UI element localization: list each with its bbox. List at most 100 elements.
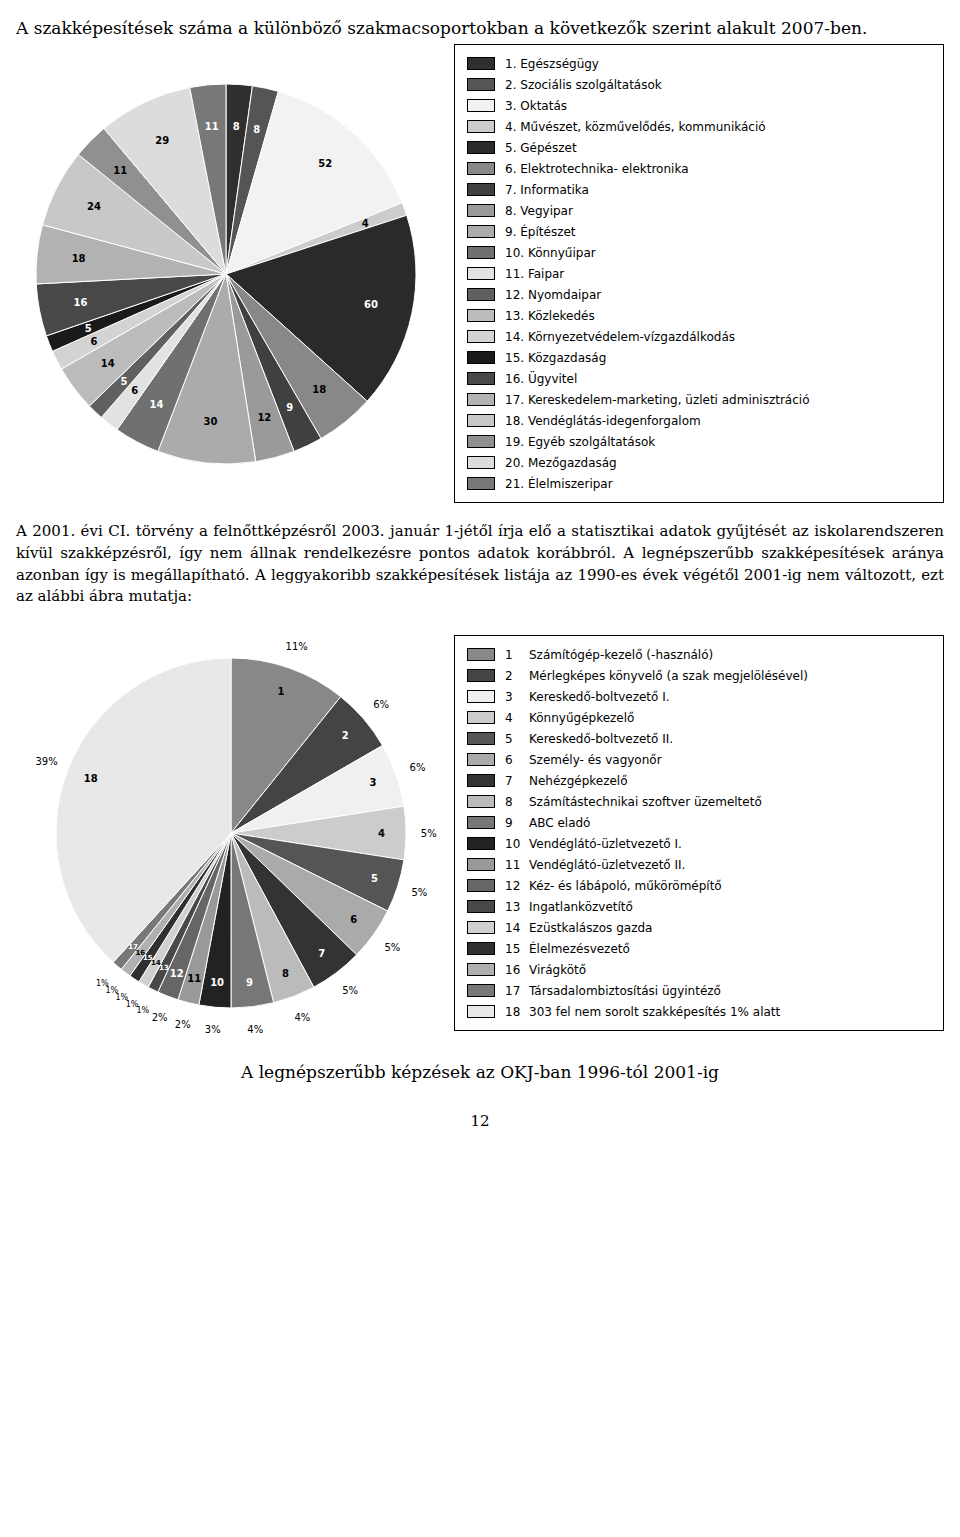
html-text:1. Egészségügy: 1. Egészségügy: [505, 56, 599, 71]
html-text:A szakképesítések száma a külö: A szakképesítések száma a különböző szak…: [16, 18, 868, 38]
svg-text:5%: 5%: [384, 942, 400, 953]
html-text:Ezüstkalászos gazda: Ezüstkalászos gazda: [529, 920, 653, 935]
svg-text:11: 11: [113, 164, 127, 175]
html-text:11: 11: [505, 857, 521, 872]
svg-text:29: 29: [155, 134, 169, 145]
svg-text:6: 6: [131, 385, 138, 396]
svg-text:4: 4: [362, 217, 369, 228]
html-text:Nehézgépkezelő: Nehézgépkezelő: [529, 773, 628, 788]
html-text:Élelmezésvezető: Élelmezésvezető: [529, 941, 630, 956]
svg-text:2: 2: [342, 730, 349, 741]
html-text:14: 14: [505, 920, 521, 935]
html-text:Vendéglátó-üzletvezető I.: Vendéglátó-üzletvezető I.: [529, 836, 682, 851]
html-text:15. Közgazdaság: 15. Közgazdaság: [505, 350, 607, 365]
svg-text:24: 24: [87, 201, 101, 212]
svg-text:6%: 6%: [373, 699, 389, 710]
html-text:Kereskedő-boltvezető I.: Kereskedő-boltvezető I.: [529, 689, 670, 704]
html-text:Vendéglátó-üzletvezető II.: Vendéglátó-üzletvezető II.: [529, 857, 686, 872]
html-text:A 2001. évi CI. törvény a feln: A 2001. évi CI. törvény a felnőttképzésr…: [16, 522, 944, 606]
svg-text:4%: 4%: [247, 1024, 263, 1035]
svg-text:5%: 5%: [421, 828, 437, 839]
html-text:10. Könnyűipar: 10. Könnyűipar: [505, 245, 596, 260]
html-text:12: 12: [505, 878, 521, 893]
html-text:Ingatlanközvetítő: Ingatlanközvetítő: [529, 899, 633, 914]
html-text:16. Ügyvitel: 16. Ügyvitel: [505, 371, 578, 386]
html-text:21. Élelmiszeripar: 21. Élelmiszeripar: [505, 476, 613, 491]
html-text:Számítógép-kezelő (-használó): Számítógép-kezelő (-használó): [529, 647, 714, 662]
html-text:Társadalombiztosítási ügyintéz: Társadalombiztosítási ügyintéző: [529, 983, 721, 998]
html-text:19. Egyéb szolgáltatások: 19. Egyéb szolgáltatások: [505, 434, 656, 449]
svg-text:6%: 6%: [410, 762, 426, 773]
svg-text:4%: 4%: [294, 1012, 310, 1023]
svg-text:14: 14: [149, 399, 163, 410]
html-text:Virágkötő: Virágkötő: [529, 962, 587, 977]
html-text:12: 12: [470, 1112, 490, 1130]
svg-text:5: 5: [121, 376, 128, 387]
svg-text:11: 11: [187, 973, 201, 984]
html-text:11. Faipar: 11. Faipar: [505, 266, 565, 281]
html-text:20. Mezőgazdaság: 20. Mezőgazdaság: [505, 455, 617, 470]
svg-text:6: 6: [350, 914, 357, 925]
svg-text:18: 18: [84, 773, 98, 784]
svg-text:10: 10: [210, 977, 224, 988]
svg-text:1%: 1%: [96, 979, 109, 988]
html-text:13: 13: [505, 899, 521, 914]
html-text:18. Vendéglátás-idegenforgalom: 18. Vendéglátás-idegenforgalom: [505, 413, 701, 428]
html-text:Kéz- és lábápoló, műkörömépítő: Kéz- és lábápoló, műkörömépítő: [529, 878, 722, 893]
svg-text:11%: 11%: [286, 641, 308, 652]
svg-text:6: 6: [90, 335, 97, 346]
html-text:4. Művészet, közművelődés, kom: 4. Művészet, közművelődés, kommunikáció: [505, 119, 766, 134]
html-text:6. Elektrotechnika- elektronik: 6. Elektrotechnika- elektronika: [505, 161, 689, 176]
html-text:Számítástechnikai szoftver üze: Számítástechnikai szoftver üzemeltető: [529, 794, 762, 809]
svg-text:3: 3: [369, 777, 376, 788]
svg-text:9: 9: [286, 402, 293, 413]
svg-text:5: 5: [85, 322, 92, 333]
html-text:2. Szociális szolgáltatások: 2. Szociális szolgáltatások: [505, 77, 662, 92]
html-text:18: 18: [505, 1004, 521, 1019]
svg-text:2%: 2%: [152, 1012, 168, 1023]
svg-text:11: 11: [205, 120, 219, 131]
svg-text:8: 8: [253, 123, 260, 134]
svg-text:17: 17: [128, 943, 138, 951]
svg-text:4: 4: [378, 828, 385, 839]
svg-text:3%: 3%: [205, 1024, 221, 1035]
html-text:9. Építészet: 9. Építészet: [505, 224, 576, 239]
html-text:16: 16: [505, 962, 521, 977]
html-text:7. Informatika: 7. Informatika: [505, 182, 589, 197]
html-text:Személy- és vagyonőr: Személy- és vagyonőr: [529, 752, 662, 767]
svg-text:5%: 5%: [412, 887, 428, 898]
svg-text:5: 5: [371, 873, 378, 884]
svg-text:9: 9: [246, 977, 253, 988]
html-text:12. Nyomdaipar: 12. Nyomdaipar: [505, 287, 602, 302]
svg-text:18: 18: [312, 383, 326, 394]
html-text:17: 17: [505, 983, 521, 998]
html-text:Mérlegképes könyvelő (a szak m: Mérlegképes könyvelő (a szak megjelölésé…: [529, 668, 808, 683]
html-text:14. Környezetvédelem-vízgazdál: 14. Környezetvédelem-vízgazdálkodás: [505, 329, 735, 344]
svg-text:5%: 5%: [342, 985, 358, 996]
svg-text:52: 52: [318, 158, 332, 169]
svg-text:8: 8: [282, 968, 289, 979]
svg-text:2%: 2%: [175, 1019, 191, 1030]
svg-text:30: 30: [204, 415, 218, 426]
svg-text:12: 12: [257, 411, 271, 422]
html-text:13. Közlekedés: 13. Közlekedés: [505, 308, 595, 323]
svg-text:39%: 39%: [35, 756, 57, 767]
html-text:5. Gépészet: 5. Gépészet: [505, 140, 577, 155]
svg-text:7: 7: [318, 948, 325, 959]
svg-text:18: 18: [72, 253, 86, 264]
html-text:A legnépszerűbb képzések az OK: A legnépszerűbb képzések az OKJ-ban 1996…: [241, 1062, 719, 1082]
svg-text:1: 1: [278, 686, 285, 697]
svg-text:16: 16: [74, 296, 88, 307]
html-text:8. Vegyipar: 8. Vegyipar: [505, 203, 573, 218]
html-text:17. Kereskedelem-marketing, üz: 17. Kereskedelem-marketing, üzleti admin…: [505, 392, 810, 407]
html-text:15: 15: [505, 941, 521, 956]
svg-text:14: 14: [101, 357, 115, 368]
html-text:ABC eladó: ABC eladó: [529, 815, 591, 830]
svg-text:8: 8: [233, 120, 240, 131]
svg-text:12: 12: [170, 968, 184, 979]
html-text:10: 10: [505, 836, 521, 851]
svg-text:60: 60: [364, 299, 378, 310]
html-text:Kereskedő-boltvezető II.: Kereskedő-boltvezető II.: [529, 731, 674, 746]
html-text:Könnyűgépkezelő: Könnyűgépkezelő: [529, 710, 635, 725]
html-text:3. Oktatás: 3. Oktatás: [505, 98, 567, 113]
